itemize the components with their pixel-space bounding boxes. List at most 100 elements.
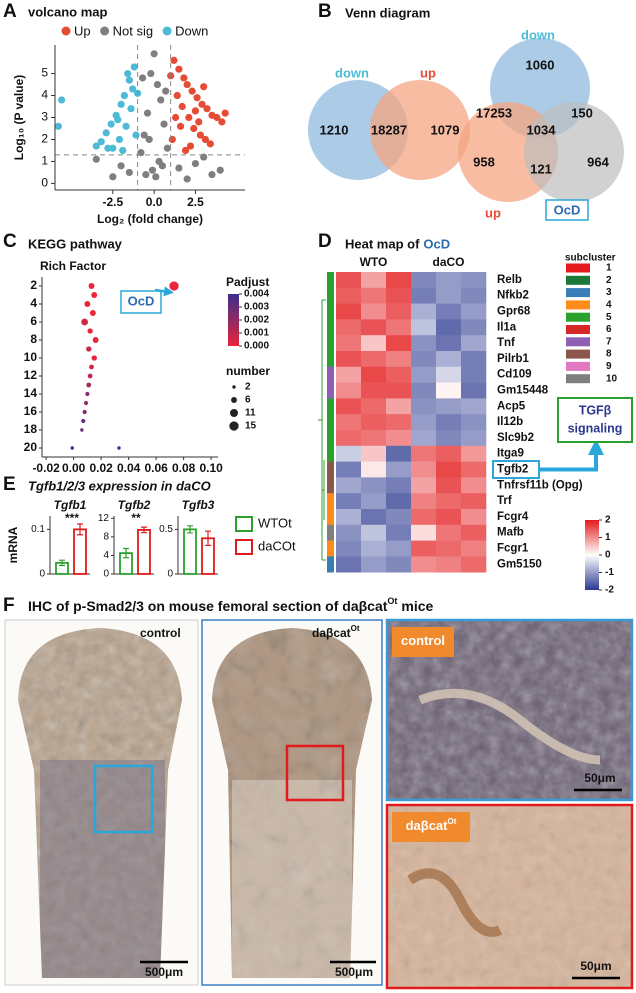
gene-label: Gm15448 [497, 385, 549, 397]
y-tick-label: 18 [24, 422, 38, 436]
gene-label: Trf [497, 495, 512, 507]
heat-cell [461, 445, 487, 462]
point [82, 409, 87, 415]
point [129, 85, 137, 93]
heat-cell [436, 287, 462, 304]
point [196, 131, 204, 139]
heat-cell [386, 272, 412, 289]
point [180, 74, 188, 82]
heat-cell [361, 509, 387, 526]
ihc-label-text: control [401, 633, 445, 648]
heat-cell [336, 335, 362, 352]
gene-label: Relb [497, 274, 522, 286]
point [168, 135, 176, 144]
heat-cell [361, 382, 387, 399]
subcluster-bar [327, 556, 334, 573]
venn-label-box [545, 199, 589, 221]
heat-cell [411, 445, 437, 462]
heat-cell [436, 461, 462, 478]
annotation: OcD [128, 293, 155, 308]
subcluster-bar [327, 335, 334, 352]
heat-cell [386, 477, 412, 494]
point [143, 109, 152, 117]
x-tick-label: 0.00 [62, 461, 86, 475]
subplot-title: Tgfb3 [182, 498, 215, 512]
legend-label: 6 [606, 324, 612, 335]
point [183, 80, 191, 89]
subcluster-bar [327, 272, 334, 289]
heat-cell [411, 382, 437, 399]
venn-count: 1210 [320, 122, 349, 137]
point [172, 113, 180, 122]
point [198, 100, 206, 108]
venn-label: up [485, 205, 501, 220]
heat-cell [386, 319, 412, 336]
legend-swatch [566, 300, 590, 310]
point [218, 118, 226, 126]
y-tick-label: 4 [103, 550, 109, 561]
heat-cell [461, 524, 487, 541]
legend-label: 7 [606, 336, 612, 347]
point [201, 135, 209, 144]
colorbar-label: 0.004 [244, 289, 269, 300]
heat-cell [436, 351, 462, 368]
point [208, 171, 216, 179]
panel-letter: E [3, 474, 16, 495]
size-legend-label: 11 [245, 408, 256, 419]
gene-label: Il12b [497, 416, 523, 428]
error-bar [59, 559, 65, 567]
bar [183, 528, 197, 575]
point [183, 175, 191, 183]
heat-cell [386, 287, 412, 304]
heat-cell [361, 272, 387, 289]
heat-cell [461, 335, 487, 352]
legend-swatch [566, 275, 590, 285]
heat-cell [386, 382, 412, 399]
point [195, 118, 203, 126]
gene-label: Tnf [497, 337, 515, 349]
heat-cell [336, 414, 362, 431]
point [213, 113, 221, 122]
colorbar-label: 0.000 [244, 341, 269, 352]
ihc-label-text: daβcat [312, 626, 351, 640]
point [125, 168, 133, 177]
x-tick-label: 0.04 [117, 461, 141, 475]
y-tick-label: 6 [30, 314, 37, 328]
point [185, 113, 193, 122]
heat-cell [411, 414, 437, 431]
point [84, 301, 91, 307]
x-axis-label: Log₂ (fold change) [97, 212, 203, 226]
x-tick-label: -2.5 [102, 195, 123, 209]
heat-cell [386, 509, 412, 526]
point [87, 373, 93, 379]
y-tick-label: 8 [30, 332, 37, 346]
ihc-title-text: mice [401, 598, 433, 614]
legend-label: 1 [606, 263, 612, 274]
heat-cell [361, 445, 387, 462]
heat-cell [411, 398, 437, 415]
legend-title: subcluster [565, 253, 616, 264]
point [119, 146, 127, 155]
heat-cell [461, 461, 487, 478]
subplot-title: Tgfb2 [118, 498, 151, 512]
point [160, 120, 168, 128]
point [91, 355, 97, 361]
size-legend-label: 15 [245, 421, 257, 432]
chart-title: volcano map [28, 4, 108, 19]
legend-label: 10 [606, 373, 618, 384]
bone-section [212, 628, 372, 978]
heat-cell [361, 477, 387, 494]
point [114, 116, 122, 124]
point [132, 131, 140, 139]
size-legend-label: 6 [245, 395, 251, 406]
heat-cell [361, 524, 387, 541]
annotation-box [120, 290, 162, 314]
point [140, 131, 148, 139]
heat-cell [361, 287, 387, 304]
heat-cell [436, 509, 462, 526]
ihc-label: control [401, 633, 445, 648]
heat-cell [336, 509, 362, 526]
point [142, 171, 150, 179]
heat-cell [386, 524, 412, 541]
point [147, 69, 155, 78]
